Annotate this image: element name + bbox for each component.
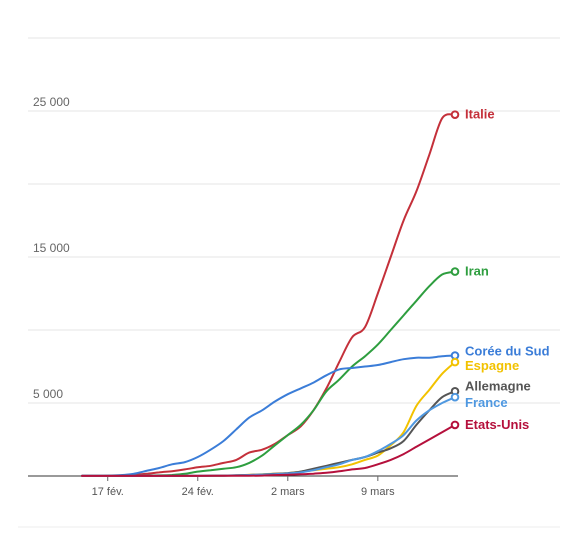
series-label-coree-du-sud: Corée du Sud xyxy=(465,344,550,359)
x-tick-label: 24 fév. xyxy=(182,486,214,498)
y-axis-ticks: 5 000 15 000 25 000 xyxy=(33,95,70,401)
y-tick-label: 5 000 xyxy=(33,387,63,401)
series-label-france: France xyxy=(465,395,508,410)
y-tick-label: 15 000 xyxy=(33,241,70,255)
x-tick-label: 9 mars xyxy=(361,486,395,498)
x-axis: 17 fév. 24 fév. 2 mars 9 mars xyxy=(18,475,560,528)
x-tick-label: 2 mars xyxy=(271,486,305,498)
end-marker-iran xyxy=(450,267,460,276)
series-line-italie xyxy=(81,113,456,478)
y-tick-label: 25 000 xyxy=(33,95,70,109)
end-marker-etats-unis xyxy=(450,420,460,430)
series-label-iran: Iran xyxy=(465,264,489,279)
end-marker-italie xyxy=(450,110,460,119)
gridlines xyxy=(28,37,560,404)
series-label-italie: Italie xyxy=(465,107,495,122)
series-line-allemagne xyxy=(81,390,456,477)
series-line-coree-du-sud xyxy=(81,354,456,477)
x-tick-label: 17 fév. xyxy=(92,486,124,498)
series-line-espagne xyxy=(81,361,456,478)
end-marker-france xyxy=(450,392,460,402)
series-line-etats-unis xyxy=(81,423,456,477)
series-lines xyxy=(81,113,456,478)
end-marker-espagne xyxy=(450,357,460,367)
series-label-espagne: Espagne xyxy=(465,358,519,373)
series-label-etats-unis: Etats-Unis xyxy=(465,417,529,432)
series-label-allemagne: Allemagne xyxy=(465,378,531,393)
